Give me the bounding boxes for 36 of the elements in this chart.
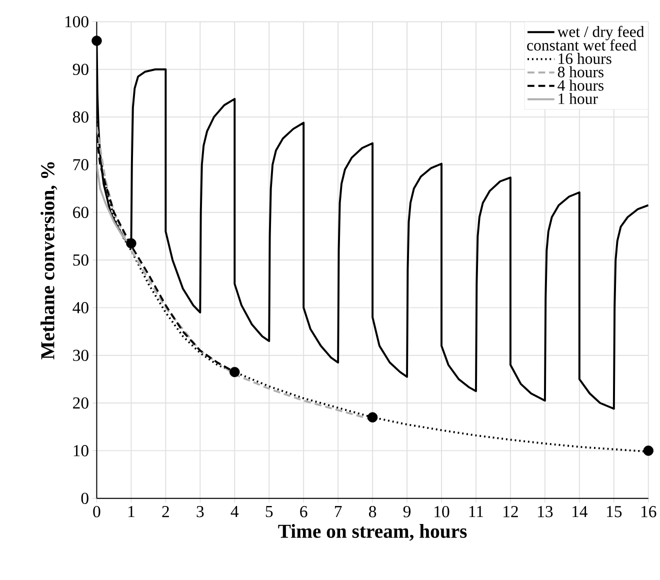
x-tick-label: 10 xyxy=(434,506,450,518)
x-tick-label: 14 xyxy=(572,506,588,517)
x-tick-label: 5 xyxy=(266,506,273,518)
x-tick-label: 11 xyxy=(469,506,484,517)
x-tick-label: 9 xyxy=(403,506,411,518)
x-tick-label: 8 xyxy=(368,506,376,518)
x-tick-label: 16 xyxy=(641,506,656,518)
x-axis-title: Time on stream, hours xyxy=(278,524,467,541)
legend-label: 4 hours xyxy=(558,80,604,91)
y-tick-label: 50 xyxy=(73,254,88,266)
y-axis-title: Methane conversion, % xyxy=(40,162,58,360)
legend-label: wet / dry feed xyxy=(557,26,644,40)
y-tick-label: 70 xyxy=(73,158,88,170)
x-tick-label: 15 xyxy=(607,506,622,518)
y-tick-label: 10 xyxy=(74,444,88,456)
x-tick-label: 0 xyxy=(93,506,100,518)
x-tick-label: 12 xyxy=(504,506,518,517)
y-tick-label: 30 xyxy=(73,350,88,361)
x-tick-label: 4 xyxy=(230,506,239,517)
annotation: constant wet feed xyxy=(527,39,636,50)
y-tick-label: 80 xyxy=(72,111,88,123)
legend-label: 8 hours xyxy=(558,66,604,78)
y-tick-label: 0 xyxy=(81,492,88,504)
x-tick-label: 13 xyxy=(538,506,553,518)
x-tick-label: 3 xyxy=(196,506,204,518)
x-tick-label: 2 xyxy=(162,506,169,517)
y-tick-label: 60 xyxy=(73,206,88,218)
y-tick-label: 90 xyxy=(72,64,88,75)
y-tick-label: 40 xyxy=(72,302,88,314)
x-tick-label: 7 xyxy=(334,506,342,517)
y-tick-label: 100 xyxy=(65,16,88,28)
legend-label: 1 hour xyxy=(558,92,598,104)
legend-label: 16 hours xyxy=(558,52,612,64)
x-tick-label: 6 xyxy=(300,506,308,518)
y-tick-label: 20 xyxy=(73,397,88,409)
x-tick-label: 1 xyxy=(128,506,134,517)
